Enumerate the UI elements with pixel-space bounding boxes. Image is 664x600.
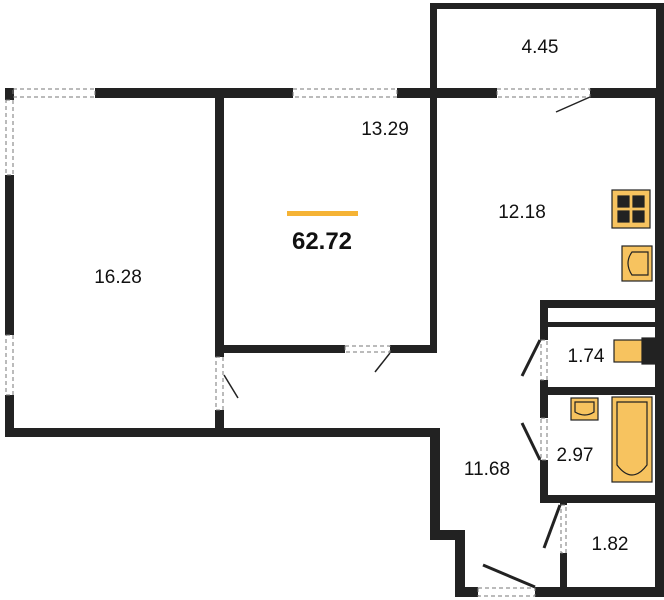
windows: [5, 88, 591, 597]
room-area-kitchen: 12.18: [498, 202, 546, 223]
room-area-toilet: 1.74: [567, 346, 605, 367]
walls: [5, 3, 664, 597]
bathtub-icon: [611, 396, 653, 483]
room-area-bedroom-1: 16.28: [94, 267, 142, 288]
room-area-bathroom: 2.97: [556, 445, 594, 466]
room-area-hallway: 11.68: [463, 459, 511, 480]
total-area-accent: [287, 211, 358, 216]
room-area-bedroom-2: 13.29: [361, 119, 409, 140]
total-area: 62.72: [291, 228, 353, 255]
door-leaves: [223, 96, 591, 589]
fixtures: [570, 189, 656, 483]
room-area-balcony: 4.45: [521, 37, 559, 58]
room-area-storage: 1.82: [591, 534, 629, 555]
bathroom-sink-icon: [570, 397, 599, 421]
